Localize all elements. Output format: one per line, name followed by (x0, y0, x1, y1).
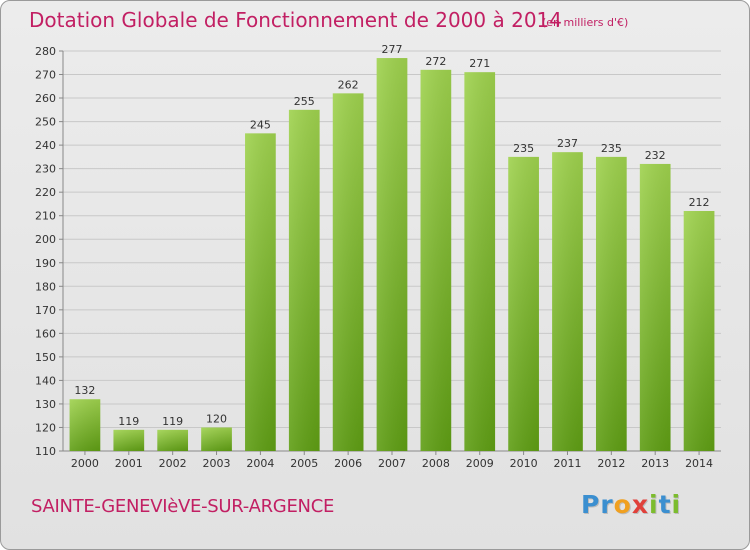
x-tick-label: 2009 (466, 457, 494, 470)
bar-shade (595, 156, 627, 451)
bar-shade (376, 58, 408, 451)
logo-letter: t (658, 490, 672, 519)
commune-name: SAINTE-GENEVIèVE-SUR-ARGENCE (31, 496, 335, 517)
bar-shade (201, 427, 232, 451)
x-tick-label: 2010 (510, 457, 538, 470)
y-tick-label: 110 (35, 445, 56, 458)
data-label: 272 (425, 55, 446, 68)
proxiti-logo: Proxiti (581, 490, 681, 519)
data-label: 119 (118, 415, 139, 428)
x-tick-label: 2006 (334, 457, 362, 470)
bar-shade (157, 429, 189, 451)
data-label: 271 (469, 57, 490, 70)
x-tick-label: 2008 (422, 457, 450, 470)
x-tick-label: 2005 (290, 457, 318, 470)
y-tick-label: 260 (35, 92, 56, 105)
logo-letter: r (600, 490, 614, 519)
bar-shade (245, 133, 276, 451)
y-tick-label: 160 (35, 327, 56, 340)
x-tick-label: 2000 (71, 457, 99, 470)
bar-shade (552, 152, 583, 452)
data-label: 235 (513, 142, 534, 155)
labels: 110 120 130 140 150 160 170 180 190 200 210 220 230 2… (35, 43, 713, 470)
data-label: 132 (74, 384, 95, 397)
x-tick-label: 2011 (553, 457, 581, 470)
bar-shade (420, 69, 452, 451)
x-tick-label: 2003 (203, 457, 231, 470)
y-tick-label: 280 (35, 45, 56, 58)
data-label: 255 (294, 95, 315, 108)
x-tick-label: 2012 (597, 457, 625, 470)
x-tick-label: 2013 (641, 457, 669, 470)
y-tick-label: 270 (35, 69, 56, 82)
logo-letter: i (649, 490, 659, 519)
data-label: 212 (689, 196, 710, 209)
y-tick-label: 170 (35, 304, 56, 317)
x-tick-label: 2004 (246, 457, 274, 470)
y-tick-label: 180 (35, 280, 56, 293)
y-tick-label: 230 (35, 163, 56, 176)
y-tick-label: 240 (35, 139, 56, 152)
chart-unit: (en milliers d'€) (542, 16, 629, 29)
y-tick-label: 220 (35, 186, 56, 199)
bar-shade (683, 211, 715, 451)
y-tick-label: 190 (35, 257, 56, 270)
x-tick-label: 2002 (159, 457, 187, 470)
x-tick-label: 2001 (115, 457, 143, 470)
bar-shade (69, 399, 101, 451)
bars (69, 58, 715, 452)
data-label: 277 (382, 43, 403, 56)
bar-shade (288, 109, 320, 451)
data-label: 232 (645, 149, 666, 162)
x-tick-label: 2007 (378, 457, 406, 470)
bar-shade (464, 72, 496, 452)
logo-letter: P (581, 490, 601, 519)
y-tick-label: 150 (35, 351, 56, 364)
bar-shade (508, 156, 539, 451)
data-label: 237 (557, 137, 578, 150)
data-label: 235 (601, 142, 622, 155)
data-label: 119 (162, 415, 183, 428)
logo-letter: x (631, 490, 649, 519)
logo-letter: i (671, 490, 682, 519)
data-label: 245 (250, 118, 271, 131)
data-label: 262 (338, 78, 359, 91)
bar-shade (113, 429, 145, 451)
y-tick-label: 120 (35, 421, 56, 434)
y-tick-label: 140 (35, 374, 56, 387)
y-tick-label: 130 (35, 398, 56, 411)
logo-letter: o (613, 490, 632, 519)
y-tick-label: 200 (35, 233, 56, 246)
chart-title: Dotation Globale de Fonctionnement de 20… (29, 8, 562, 32)
bar-shade (332, 93, 364, 452)
y-tick-label: 210 (35, 210, 56, 223)
data-label: 120 (206, 412, 227, 425)
bar-shade (639, 163, 671, 452)
x-tick-label: 2014 (685, 457, 713, 470)
y-tick-label: 250 (35, 116, 56, 129)
